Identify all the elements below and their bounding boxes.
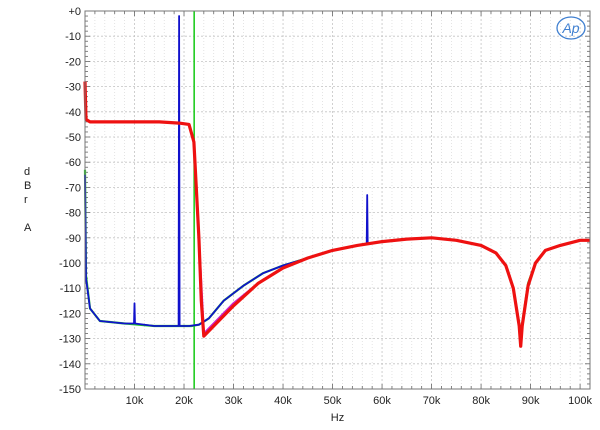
y-axis-title-char: d <box>24 166 31 178</box>
x-tick-label: 90k <box>522 395 540 407</box>
ap-logo: Ap <box>556 16 586 40</box>
x-tick-label: 10k <box>126 395 144 407</box>
x-axis-title: Hz <box>331 412 344 424</box>
x-tick-label: 50k <box>324 395 342 407</box>
y-tick-label: +0 <box>68 6 81 18</box>
x-tick-label: 100k <box>568 395 592 407</box>
y-tick-label: -100 <box>59 258 81 270</box>
ap-logo-ring <box>556 16 586 40</box>
y-tick-label: -50 <box>65 132 81 144</box>
y-tick-label: -120 <box>59 308 81 320</box>
y-tick-label: -20 <box>65 56 81 68</box>
x-tick-label: 70k <box>423 395 441 407</box>
y-tick-label: -10 <box>65 31 81 43</box>
y-tick-label: -40 <box>65 107 81 119</box>
y-axis-title-char: r <box>24 194 28 206</box>
y-tick-label: -80 <box>65 208 81 220</box>
plot-area <box>85 11 590 389</box>
minor-grid <box>94 11 571 389</box>
x-tick-label: 30k <box>225 395 243 407</box>
series-line-3 <box>83 81 590 348</box>
ap-logo-text: Ap <box>561 20 579 36</box>
y-tick-label: -130 <box>59 334 81 346</box>
x-tick-label: 80k <box>472 395 490 407</box>
y-tick-label: -60 <box>65 157 81 169</box>
x-tick-label: 40k <box>274 395 292 407</box>
y-tick-label: -150 <box>59 384 81 396</box>
x-tick-label: 60k <box>373 395 391 407</box>
y-tick-label: -70 <box>65 182 81 194</box>
x-tick-label: 20k <box>175 395 193 407</box>
y-tick-label: -90 <box>65 233 81 245</box>
y-tick-label: -110 <box>60 283 81 295</box>
y-axis-title-char: A <box>24 222 32 234</box>
plot-frame <box>84 10 591 390</box>
y-axis-title-char: B <box>24 180 32 192</box>
y-tick-label: -140 <box>59 359 81 371</box>
major-grid <box>85 10 590 390</box>
y-tick-label: -30 <box>65 82 81 94</box>
